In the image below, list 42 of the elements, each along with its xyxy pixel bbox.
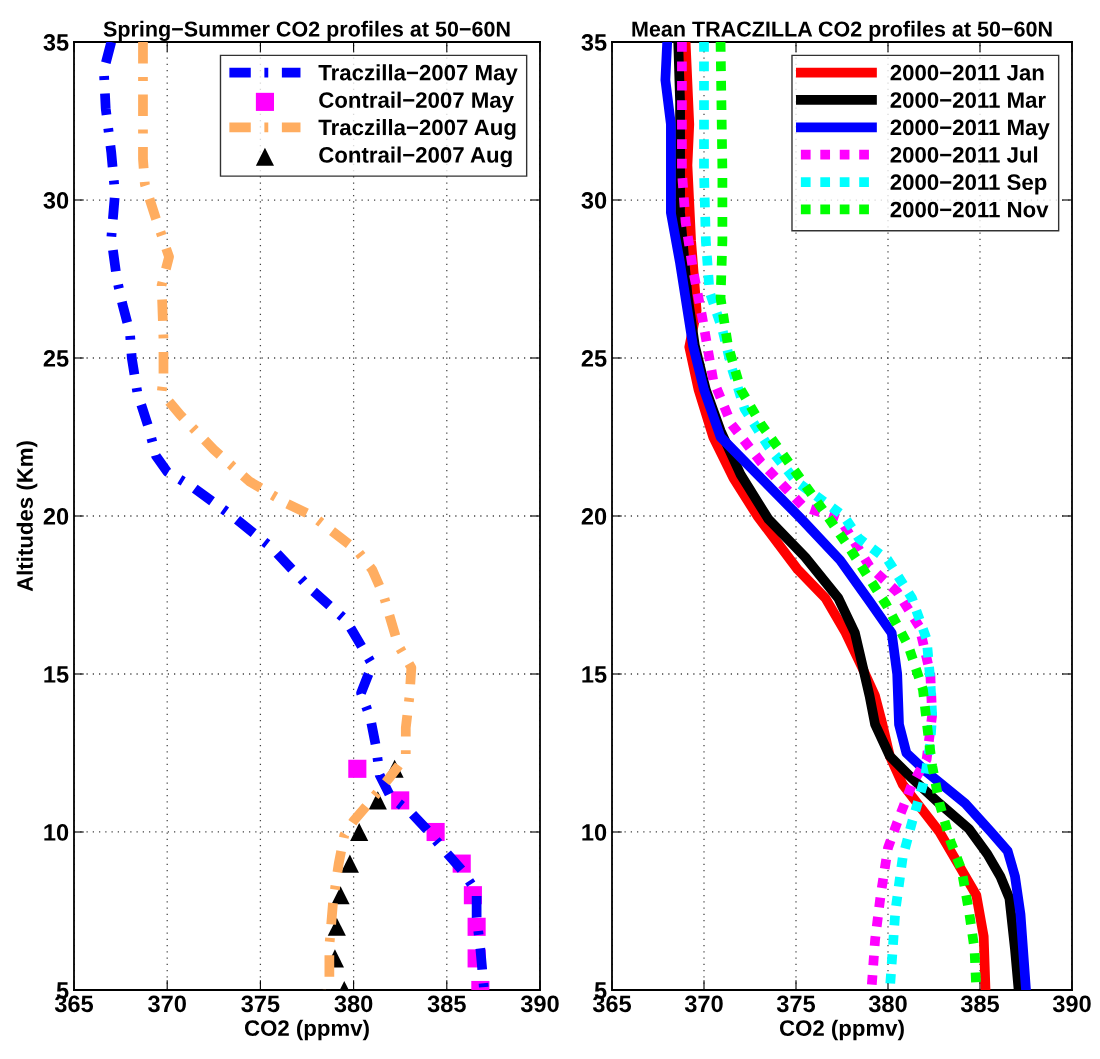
y-tick-label: 30 [43, 192, 69, 209]
x-tick-label: 385 [960, 995, 1000, 1013]
x-axis-title: CO2 (ppmv) [244, 1019, 369, 1041]
point [350, 822, 369, 842]
y-tick-label: 25 [43, 350, 69, 367]
y-tick-label: 25 [581, 350, 607, 367]
chart-title: Mean TRACZILLA CO2 profiles at 50−60N [632, 20, 1052, 41]
point [348, 759, 367, 778]
y-tick-label: 10 [582, 824, 607, 841]
x-tick-label: 390 [520, 995, 559, 1013]
legend-label: 2000−2011 Jul [890, 146, 1038, 163]
x-tick-label: 370 [684, 995, 723, 1013]
legend-label: Traczilla−2007 Aug [318, 118, 516, 140]
y-tick-label: 10 [44, 824, 69, 841]
point [331, 886, 350, 905]
legend-label: 2000−2011 May [890, 119, 1050, 140]
y-tick-label: 30 [581, 192, 607, 209]
legend-label: 2000−2011 Nov [890, 201, 1049, 218]
y-tick-label: 15 [44, 666, 69, 683]
y-tick-label: 35 [581, 34, 607, 51]
legend-label: 2000−2011 Mar [890, 92, 1046, 108]
x-tick-label: 380 [868, 995, 907, 1013]
x-tick-label: 375 [241, 995, 280, 1013]
y-tick-label: 20 [581, 508, 607, 525]
x-tick-label: 385 [427, 995, 466, 1013]
x-tick-label: 380 [334, 995, 373, 1013]
legend-label: Traczilla−2007 May [318, 64, 518, 85]
legend-label: Contrail−2007 May [319, 91, 514, 113]
point [340, 854, 359, 873]
legend-label: Contrail−2007 Aug [319, 146, 512, 168]
y-axis-title: Altitudes (Km) [16, 441, 38, 592]
y-tick-label: 15 [582, 666, 607, 683]
y-tick-label: 35 [43, 34, 69, 51]
legend-label: 2000−2011 Jan [890, 64, 1044, 81]
x-tick-label: 390 [1052, 995, 1091, 1013]
legend-label: 2000−2011 Sep [890, 174, 1047, 195]
x-tick-label: 370 [148, 995, 186, 1013]
point [327, 917, 346, 936]
y-tick-label: 20 [43, 508, 69, 525]
x-tick-label: 375 [776, 995, 816, 1013]
chart-title: Spring−Summer CO2 profiles at 50−60N [103, 20, 510, 42]
x-axis-title: CO2 (ppmv) [779, 1019, 904, 1041]
